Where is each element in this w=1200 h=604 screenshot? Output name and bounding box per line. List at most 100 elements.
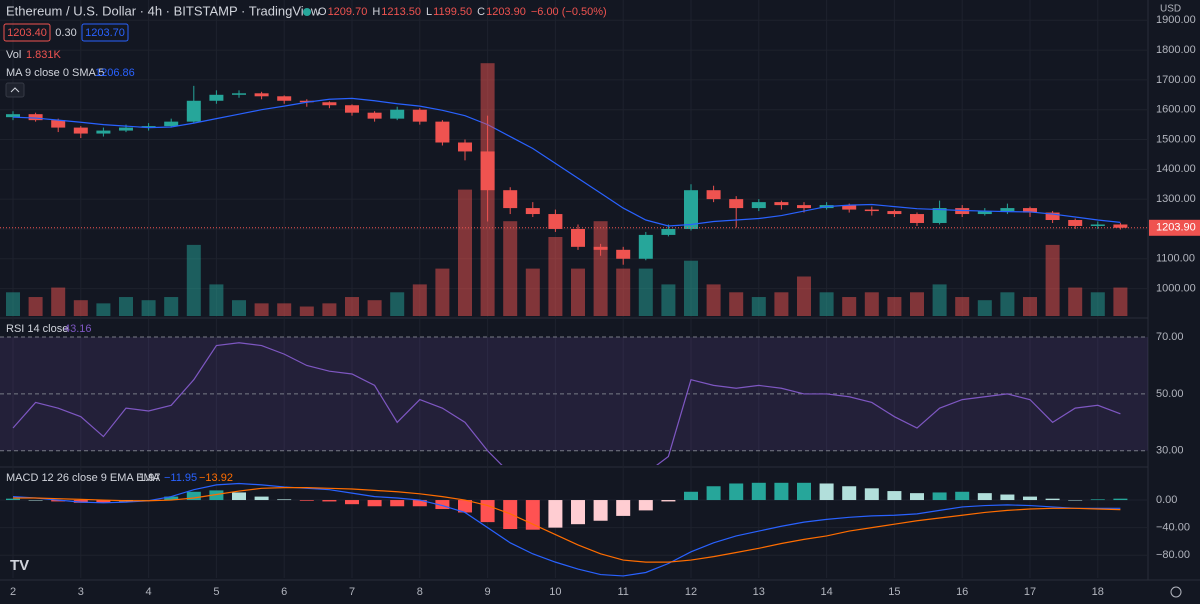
macd-histogram-bar (593, 500, 608, 521)
symbol-title: Ethereum / U.S. Dollar · 4h · BITSTAMP ·… (6, 3, 321, 18)
macd-histogram-bar (412, 500, 427, 507)
x-tick-label: 11 (617, 586, 628, 598)
macd-histogram-bar (842, 486, 857, 501)
candle-body (435, 121, 450, 143)
volume-bar (480, 63, 495, 317)
volume-bar (661, 284, 676, 316)
ask[interactable]: 1203.70 (85, 27, 125, 39)
macd-histogram-bar (571, 500, 585, 525)
macd-histogram-bar (209, 490, 224, 501)
volume-bar (638, 268, 653, 316)
macd-histogram-bar (1045, 498, 1060, 501)
y-tick-label: 0.00 (1156, 494, 1177, 506)
ohlc-key: C (477, 6, 485, 18)
macd-histogram-bar (887, 491, 902, 501)
candle-body (96, 130, 111, 134)
macd-histogram-bar (1113, 498, 1128, 501)
candle-body (729, 199, 744, 209)
macd-histogram-bar (503, 500, 518, 530)
volume-bar (367, 300, 382, 316)
last-price-tag (1149, 219, 1200, 236)
candle-body (412, 109, 427, 122)
candle-body (232, 93, 246, 95)
macd-histogram-bar (96, 500, 111, 503)
signal-value: −13.92 (199, 472, 233, 484)
macd-histogram-bar (932, 492, 947, 501)
candle-body (119, 127, 133, 131)
x-tick-label: 14 (820, 586, 832, 598)
volume-bar (1090, 292, 1105, 316)
volume-bar (209, 284, 224, 316)
volume-bar (299, 306, 314, 316)
x-tick-label: 13 (753, 586, 765, 598)
candle-body (525, 208, 540, 215)
volume-bar (503, 221, 518, 316)
x-tick-label: 15 (888, 586, 900, 598)
macd-histogram-bar (955, 491, 970, 501)
macd-histogram-bar (6, 498, 20, 501)
candle-body (616, 249, 631, 259)
volume-bar (277, 303, 292, 316)
collapse-button[interactable] (5, 82, 25, 98)
macd-histogram-bar (684, 491, 698, 501)
volume-bar (412, 284, 427, 316)
settings-icon[interactable] (1170, 586, 1182, 598)
candle-body (638, 234, 653, 259)
volume-bar (186, 244, 201, 316)
volume-bar (345, 297, 359, 316)
macd-histogram-bar (322, 500, 337, 502)
y-tick-label: −40.00 (1156, 522, 1190, 534)
ohlc-key: O (318, 6, 327, 18)
y-tick-label: 1000.00 (1156, 282, 1196, 294)
candle-body (164, 121, 179, 127)
y-tick-label: 1300.00 (1156, 193, 1196, 205)
candle-body (774, 202, 789, 206)
rsi-label: RSI 14 close (6, 323, 68, 335)
y-tick-label: 1100.00 (1156, 253, 1195, 265)
x-tick-label: 10 (549, 586, 561, 598)
volume-bar (51, 287, 66, 316)
candle-body (299, 100, 314, 103)
bid-box[interactable] (3, 23, 51, 42)
volume-bar (73, 300, 88, 316)
volume-bar (706, 284, 721, 316)
volume-bar (1000, 292, 1015, 316)
candle-body (28, 114, 43, 121)
currency: USD (1160, 4, 1181, 15)
market-status (303, 8, 311, 16)
candle-body (571, 228, 585, 247)
candle-body (141, 126, 156, 128)
ohlc-value: 1199.50 (433, 6, 472, 18)
volume-label: Vol (6, 49, 21, 61)
macd-histogram-bar (390, 500, 405, 507)
macd-histogram-bar (1023, 496, 1037, 501)
volume-bar (593, 221, 608, 316)
candle-body (548, 214, 563, 229)
candle-body (1113, 224, 1128, 228)
candle-body (751, 202, 766, 209)
macd-histogram-bar (1068, 500, 1083, 501)
macd-label: MACD 12 26 close 9 EMA EMA (6, 472, 161, 484)
candle-body (6, 114, 20, 118)
macd-histogram-bar (548, 500, 563, 528)
ask-box[interactable] (81, 23, 129, 42)
y-tick-label: 1900.00 (1156, 14, 1196, 26)
ohlc-key: L (426, 6, 432, 18)
volume-bar (232, 300, 246, 316)
bid[interactable]: 1203.40 (7, 27, 47, 39)
x-tick-label: 16 (956, 586, 968, 598)
change: −6.00 (−0.50%) (531, 6, 607, 18)
candle-body (1045, 212, 1060, 221)
grid (0, 0, 1148, 578)
volume-bar (435, 268, 450, 316)
candle-body (345, 105, 359, 113)
candle-body (367, 112, 382, 119)
volume-bar (1045, 244, 1060, 316)
ohlc-value: 1209.70 (328, 6, 368, 18)
y-tick-label: 1500.00 (1156, 133, 1196, 145)
collapse-icon[interactable] (10, 87, 20, 93)
macd-histogram-bar (1090, 499, 1105, 501)
macd-value: −11.95 (164, 472, 197, 484)
macd-histogram-bar (73, 500, 88, 503)
